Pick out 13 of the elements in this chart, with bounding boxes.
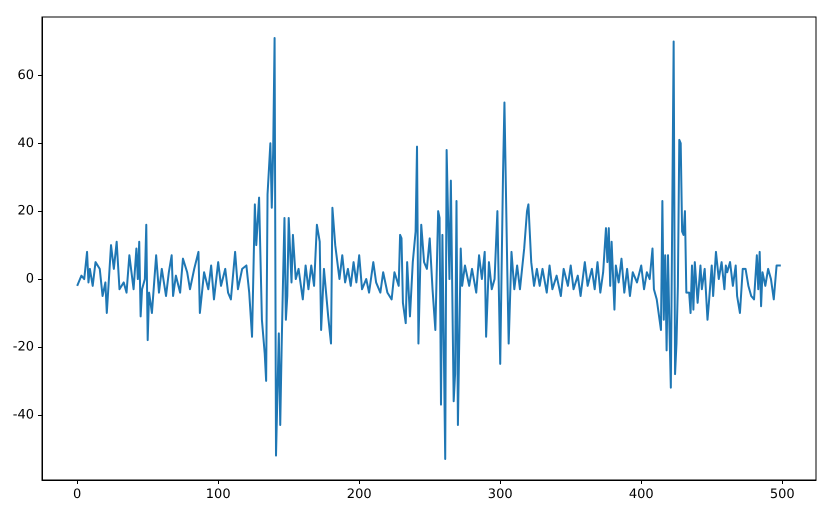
- x-tick-label: 400: [628, 487, 654, 502]
- x-tick-label: 500: [770, 487, 795, 502]
- y-tick-label: 40: [17, 136, 34, 151]
- y-tick-label: 0: [26, 272, 34, 287]
- y-tick-label: -20: [12, 339, 34, 354]
- y-tick-label: -40: [12, 407, 34, 422]
- x-tick-label: 0: [73, 487, 82, 502]
- line-series: [76, 37, 782, 460]
- x-tick-label: 300: [488, 487, 513, 502]
- y-tick-label: 20: [17, 204, 34, 219]
- y-tick-label: 60: [17, 68, 34, 83]
- x-tick-label: 100: [206, 487, 231, 502]
- x-tick-label: 200: [346, 487, 372, 502]
